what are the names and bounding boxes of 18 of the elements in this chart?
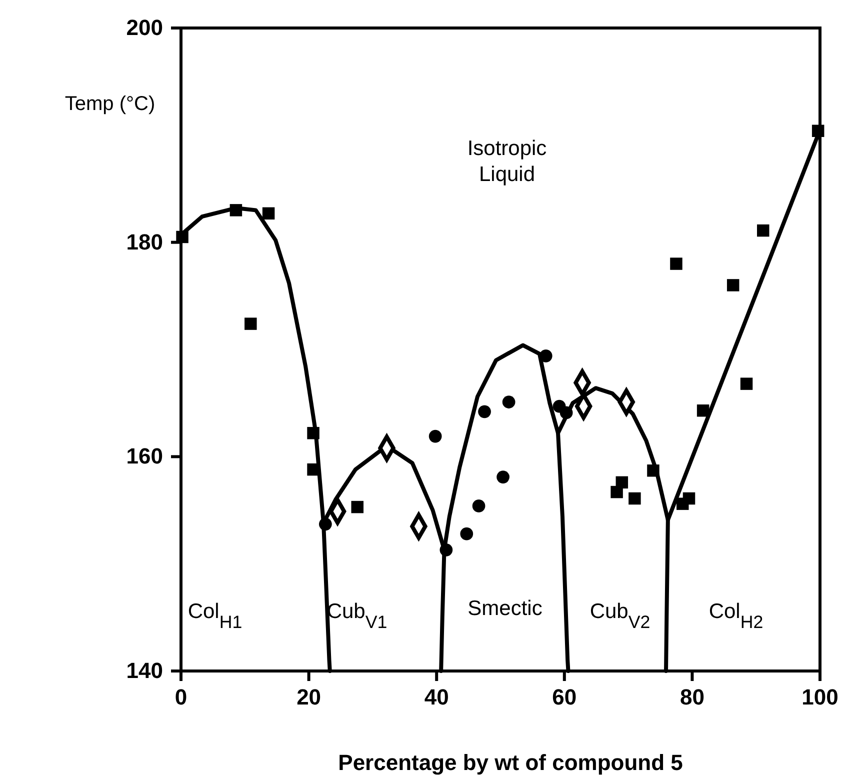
x-tick-label: 100	[802, 684, 838, 710]
x-tick-label: 40	[424, 684, 449, 710]
x-tick-label: 20	[296, 684, 322, 710]
y-axis-title: Temp (°C)	[64, 93, 156, 115]
annotation: Col$_{H1}$	[188, 600, 242, 632]
annotation: Col$_{H2}$	[708, 600, 764, 632]
annotation: Smectic	[468, 597, 542, 620]
x-tick-label: 60	[552, 684, 577, 710]
y-tick-label: 160	[126, 444, 163, 469]
x-axis-title: Percentage by wt of compound 5	[338, 750, 683, 775]
x-tick-label: 80	[680, 684, 704, 710]
annotation: Cub$_{V1}$	[326, 600, 388, 632]
y-tick-label: 180	[126, 229, 163, 254]
x-tick-label: 0	[174, 684, 188, 710]
annotation: Cub$_{V2}$	[590, 600, 650, 632]
y-tick-label: 140	[126, 658, 163, 684]
y-tick-label: 200	[126, 15, 163, 40]
annotation: Isotropic Liquid	[467, 137, 547, 186]
